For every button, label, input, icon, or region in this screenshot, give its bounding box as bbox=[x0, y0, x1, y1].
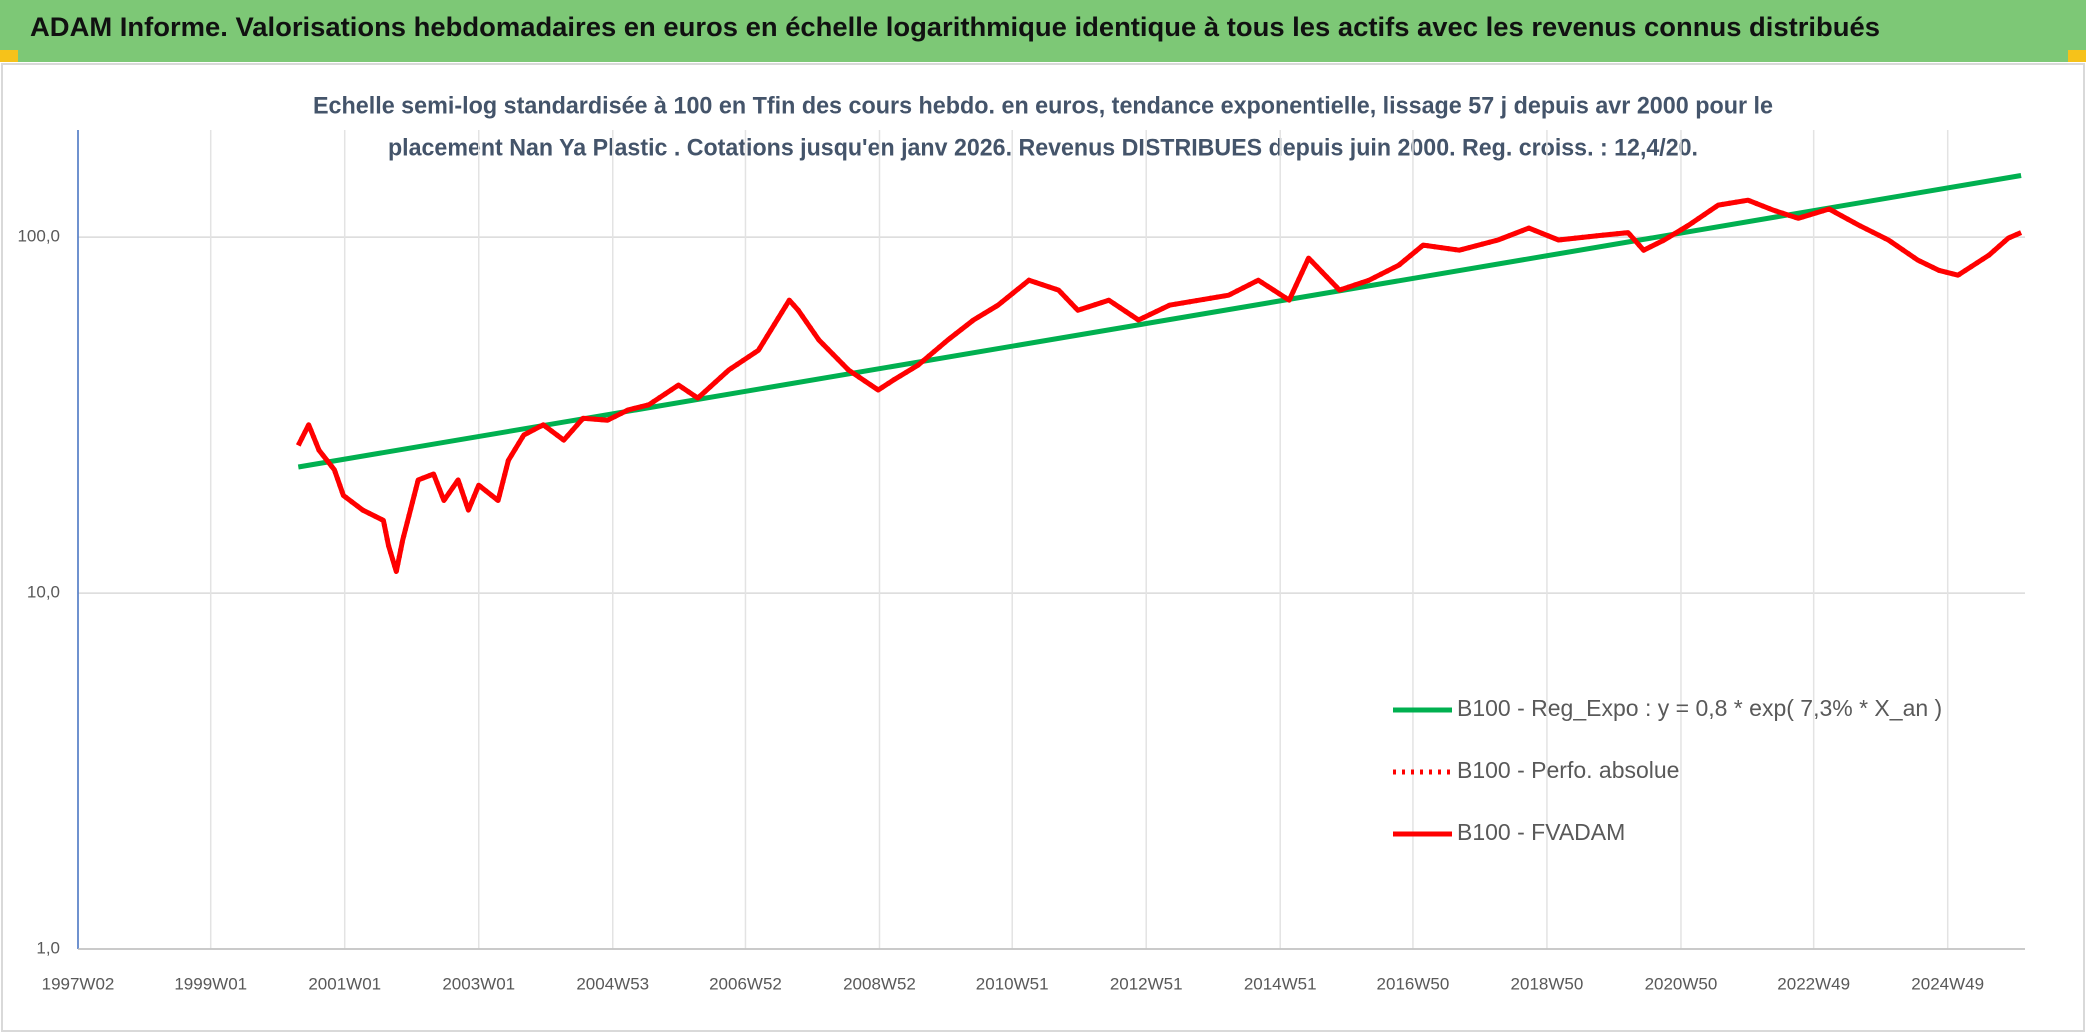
x-tick-label: 2001W01 bbox=[308, 974, 381, 993]
x-tick-label: 2006W52 bbox=[709, 974, 782, 993]
chart-subtitle: placement Nan Ya Plastic . Cotations jus… bbox=[388, 134, 1698, 161]
legend-label: B100 - Perfo. absolue bbox=[1457, 757, 1679, 783]
x-tick-label: 2008W52 bbox=[843, 974, 916, 993]
chart-title: ADAM Informe. Valorisations hebdomadaire… bbox=[30, 12, 1880, 42]
corner bbox=[2068, 50, 2086, 62]
y-tick-label: 10,0 bbox=[27, 583, 60, 602]
chart-subtitle: Echelle semi-log standardisée à 100 en T… bbox=[313, 92, 1773, 119]
x-tick-label: 2016W50 bbox=[1377, 974, 1450, 993]
x-tick-label: 2003W01 bbox=[442, 974, 515, 993]
corner bbox=[0, 50, 18, 62]
legend-label: B100 - Reg_Expo : y = 0,8 * exp( 7,3% * … bbox=[1457, 695, 1942, 721]
x-tick-label: 2004W53 bbox=[576, 974, 649, 993]
x-tick-label: 2010W51 bbox=[976, 974, 1049, 993]
series-line bbox=[296, 197, 2023, 574]
x-tick-label: 1997W02 bbox=[42, 974, 115, 993]
y-tick-label: 100,0 bbox=[17, 227, 60, 246]
x-tick-label: 2018W50 bbox=[1511, 974, 1584, 993]
y-tick-label: 1,0 bbox=[36, 938, 60, 957]
x-tick-label: 2024W49 bbox=[1911, 974, 1984, 993]
x-tick-label: 2020W50 bbox=[1645, 974, 1718, 993]
header-bar bbox=[0, 0, 2086, 62]
x-tick-label: 2014W51 bbox=[1244, 974, 1317, 993]
x-tick-label: 2022W49 bbox=[1777, 974, 1850, 993]
x-tick-label: 1999W01 bbox=[174, 974, 247, 993]
x-tick-label: 2012W51 bbox=[1110, 974, 1183, 993]
legend-label: B100 - FVADAM bbox=[1457, 819, 1625, 845]
